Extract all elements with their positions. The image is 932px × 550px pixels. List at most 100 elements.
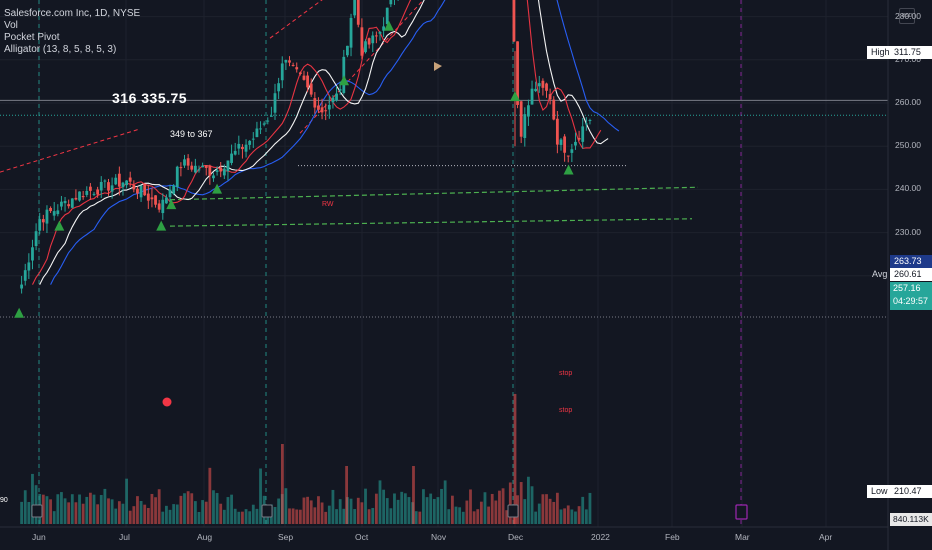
rw-note[interactable]: RW bbox=[322, 201, 334, 208]
stop-line-1 bbox=[169, 186, 699, 201]
legend-alligator[interactable]: Alligator (13, 8, 5, 8, 5, 3) bbox=[4, 44, 117, 55]
volume-bar bbox=[584, 509, 588, 524]
volume-bar bbox=[563, 508, 567, 524]
candle-body bbox=[291, 64, 295, 66]
candle-body bbox=[215, 170, 219, 172]
time-tick-label: Apr bbox=[819, 532, 833, 542]
volume-bar bbox=[588, 492, 592, 524]
candle-body bbox=[67, 204, 71, 207]
candle-body bbox=[570, 149, 574, 153]
volume-bar bbox=[143, 504, 147, 524]
candle-body bbox=[23, 270, 27, 281]
candle-body bbox=[136, 188, 139, 194]
volume-bar bbox=[382, 489, 386, 524]
volume-bar bbox=[212, 490, 215, 524]
pocket-pivot-marker bbox=[339, 75, 350, 86]
volume-bar bbox=[219, 503, 223, 524]
volume-bar bbox=[96, 504, 100, 524]
time-tick-label: Nov bbox=[431, 532, 447, 542]
volume-bar bbox=[476, 509, 480, 524]
earnings-marker-future bbox=[735, 504, 748, 520]
candle-body bbox=[338, 89, 342, 91]
volume-bar bbox=[121, 503, 125, 524]
candle-body bbox=[38, 219, 42, 231]
volume-bar bbox=[157, 489, 161, 524]
volume-bar bbox=[139, 500, 143, 524]
period-separators bbox=[38, 0, 742, 527]
price-tick-label: 260.00 bbox=[895, 97, 921, 107]
currency-button[interactable]: USD bbox=[899, 8, 915, 24]
candle-body bbox=[327, 104, 331, 110]
target-note[interactable]: 316 335.75 bbox=[112, 90, 188, 106]
candle-body bbox=[248, 140, 252, 145]
chart-grid bbox=[0, 0, 888, 527]
volume-bar bbox=[244, 509, 248, 524]
volume-bar bbox=[577, 506, 581, 524]
volume-bar bbox=[197, 511, 201, 524]
volume-bar bbox=[479, 501, 483, 524]
volume-bar bbox=[360, 502, 364, 524]
candle-body bbox=[559, 139, 563, 145]
candle-body bbox=[92, 193, 96, 195]
candle-body bbox=[222, 168, 226, 176]
volume-bar bbox=[487, 506, 490, 524]
candle-body bbox=[143, 184, 147, 196]
stop-note-1[interactable]: stop bbox=[559, 370, 573, 377]
candle-body bbox=[175, 166, 179, 188]
candle-body bbox=[306, 75, 309, 88]
candle-body bbox=[88, 186, 92, 191]
legend-vol[interactable]: Vol bbox=[4, 20, 18, 31]
volume-bar bbox=[393, 493, 396, 524]
candle-body bbox=[146, 193, 150, 201]
volume-bar bbox=[331, 489, 335, 524]
candle-body bbox=[132, 184, 136, 190]
volume-bar bbox=[530, 486, 534, 524]
candle-body bbox=[523, 114, 527, 138]
pocket-pivot-marker bbox=[156, 220, 167, 231]
volume-bar bbox=[193, 501, 197, 524]
volume-bar bbox=[353, 509, 357, 524]
candle-body bbox=[63, 200, 67, 204]
candle-body bbox=[204, 165, 208, 168]
candle-body bbox=[70, 198, 74, 208]
candle-body bbox=[371, 35, 375, 44]
stop-line-2 bbox=[169, 218, 693, 227]
candle-body bbox=[313, 98, 317, 108]
time-tick-label: Jul bbox=[119, 532, 130, 542]
legend-title[interactable]: Salesforce.com Inc, 1D, NYSE bbox=[4, 8, 141, 19]
volume-bar bbox=[302, 497, 306, 524]
earnings-marker bbox=[507, 504, 519, 518]
volume-bar bbox=[56, 494, 60, 524]
trendline-rise-upper bbox=[269, 0, 323, 39]
candle-body bbox=[60, 201, 63, 207]
legend-pocket-pivot[interactable]: Pocket Pivot bbox=[4, 32, 60, 43]
target-range-note[interactable]: 349 to 367 bbox=[170, 129, 213, 139]
candle-body bbox=[139, 185, 143, 198]
candle-body bbox=[563, 136, 567, 153]
volume-bar bbox=[505, 510, 509, 524]
candle-body bbox=[298, 72, 302, 74]
candle-body bbox=[128, 177, 132, 182]
volume-bar bbox=[41, 494, 45, 524]
volume-bar bbox=[298, 509, 302, 524]
candle-body bbox=[317, 105, 320, 110]
candle-body bbox=[150, 197, 154, 200]
volume-spike bbox=[280, 444, 284, 524]
candle-body bbox=[244, 144, 248, 152]
volume-bar bbox=[255, 508, 259, 524]
pocket-pivot-marker bbox=[212, 183, 223, 194]
volume-bar bbox=[52, 511, 56, 524]
volume-bar bbox=[201, 500, 205, 524]
volume-bar bbox=[179, 495, 183, 524]
candle-body bbox=[309, 83, 313, 95]
alert-marker bbox=[162, 397, 172, 407]
volume-bar bbox=[63, 498, 67, 524]
stop-note-2[interactable]: stop bbox=[559, 407, 573, 414]
volume-bar bbox=[288, 508, 291, 524]
candle-body bbox=[364, 41, 367, 53]
candle-body bbox=[356, 0, 360, 25]
volume-bar bbox=[469, 489, 472, 524]
candle-body bbox=[273, 93, 277, 113]
candle-body bbox=[219, 167, 223, 172]
